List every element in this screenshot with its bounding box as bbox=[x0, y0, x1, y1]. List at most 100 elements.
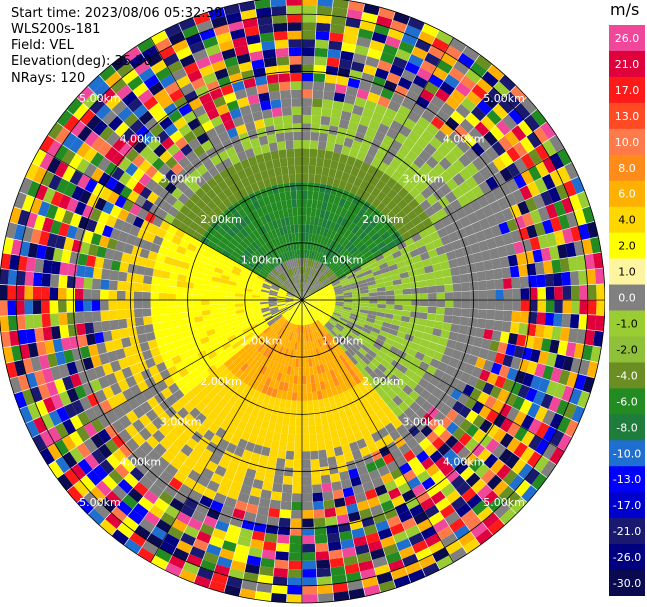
ray-bin bbox=[299, 342, 302, 351]
ray-bin bbox=[382, 321, 392, 329]
ray-bin bbox=[325, 309, 334, 314]
ray-bin bbox=[308, 165, 316, 175]
ray-bin bbox=[123, 473, 139, 488]
ray-bin bbox=[332, 100, 344, 111]
ray-bin bbox=[486, 309, 496, 320]
ray-bin bbox=[107, 350, 118, 363]
ray-bin bbox=[189, 258, 200, 267]
ray-bin bbox=[268, 296, 277, 299]
ray-bin bbox=[432, 66, 449, 81]
ray-bin bbox=[291, 258, 295, 268]
ray-bin bbox=[188, 181, 201, 193]
ray-bin bbox=[367, 146, 379, 158]
ray-bin bbox=[462, 384, 475, 397]
ray-bin bbox=[196, 112, 210, 126]
colorbar-segment bbox=[609, 102, 645, 130]
ray-bin bbox=[119, 185, 133, 199]
ray-bin bbox=[406, 263, 416, 272]
ray-bin bbox=[421, 175, 434, 188]
ray-bin bbox=[159, 189, 171, 202]
ray-bin bbox=[158, 411, 171, 424]
ray-bin bbox=[287, 585, 302, 595]
ray-bin bbox=[462, 203, 475, 216]
ray-bin bbox=[482, 93, 498, 110]
ray-bin bbox=[300, 300, 302, 309]
ray-bin bbox=[342, 487, 355, 498]
ray-bin bbox=[410, 311, 420, 319]
ray-bin bbox=[410, 143, 424, 156]
ray-bin bbox=[513, 345, 525, 359]
ray-bin bbox=[217, 191, 228, 202]
ray-bin bbox=[446, 250, 457, 261]
ray-bin bbox=[312, 269, 318, 278]
ray-bin bbox=[405, 90, 420, 103]
ray-bin bbox=[224, 413, 235, 424]
ray-bin bbox=[24, 271, 35, 286]
ray-bin bbox=[403, 192, 415, 204]
ray-bin bbox=[286, 442, 295, 452]
ray-bin bbox=[48, 410, 62, 427]
ray-bin bbox=[452, 283, 462, 292]
ray-bin bbox=[288, 305, 296, 312]
ray-bin bbox=[139, 186, 152, 200]
ray-bin bbox=[479, 369, 491, 382]
ray-bin bbox=[135, 325, 146, 335]
ray-bin bbox=[281, 356, 287, 365]
ray-bin bbox=[159, 220, 171, 232]
ray-bin bbox=[252, 339, 261, 348]
ray-bin bbox=[272, 323, 280, 332]
ray-bin bbox=[338, 392, 347, 403]
ray-bin bbox=[249, 359, 258, 369]
ray-bin bbox=[99, 519, 117, 536]
ray-bin bbox=[19, 406, 33, 424]
ray-bin bbox=[418, 280, 428, 288]
ray-bin bbox=[313, 182, 321, 192]
ray-bin bbox=[251, 241, 260, 250]
ray-bin bbox=[160, 201, 173, 213]
ray-bin bbox=[369, 292, 378, 297]
ray-bin bbox=[268, 319, 276, 327]
ray-bin bbox=[180, 82, 195, 96]
ray-bin bbox=[260, 215, 268, 225]
ray-bin bbox=[257, 505, 270, 517]
ray-bin bbox=[145, 422, 159, 436]
ray-bin bbox=[370, 232, 381, 242]
ray-bin bbox=[263, 223, 271, 233]
ray-bin bbox=[302, 182, 308, 191]
ray-bin bbox=[268, 293, 278, 297]
ray-bin bbox=[433, 423, 446, 437]
ray-bin bbox=[315, 208, 322, 218]
ray-bin bbox=[343, 163, 353, 175]
ray-bin bbox=[429, 136, 443, 150]
ray-bin bbox=[183, 162, 196, 175]
ray-bin bbox=[295, 258, 299, 267]
ray-bin bbox=[346, 503, 359, 514]
ray-bin bbox=[285, 140, 294, 150]
ray-bin bbox=[196, 530, 212, 544]
ray-bin bbox=[34, 327, 45, 343]
ray-bin bbox=[236, 359, 246, 369]
ray-bin bbox=[293, 297, 302, 300]
ray-bin bbox=[274, 466, 285, 476]
ray-bin bbox=[424, 533, 441, 548]
ray-bin bbox=[302, 501, 313, 511]
ray-bin bbox=[117, 106, 133, 122]
ray-bin bbox=[320, 415, 329, 425]
ray-bin bbox=[213, 415, 225, 428]
ray-bin bbox=[361, 356, 371, 366]
ray-bin bbox=[452, 307, 462, 317]
ray-bin bbox=[100, 496, 117, 513]
ray-bin bbox=[311, 233, 316, 243]
ray-bin bbox=[370, 345, 380, 355]
ray-bin bbox=[284, 339, 289, 348]
ray-bin bbox=[223, 469, 236, 481]
ray-bin bbox=[273, 115, 284, 126]
ray-bin bbox=[209, 453, 222, 465]
ray-bin bbox=[397, 198, 409, 210]
ray-bin bbox=[227, 194, 238, 205]
ray-bin bbox=[153, 261, 164, 271]
ray-bin bbox=[252, 361, 261, 371]
ray-bin bbox=[315, 309, 323, 316]
ray-bin bbox=[69, 415, 84, 431]
ray-bin bbox=[192, 359, 204, 369]
